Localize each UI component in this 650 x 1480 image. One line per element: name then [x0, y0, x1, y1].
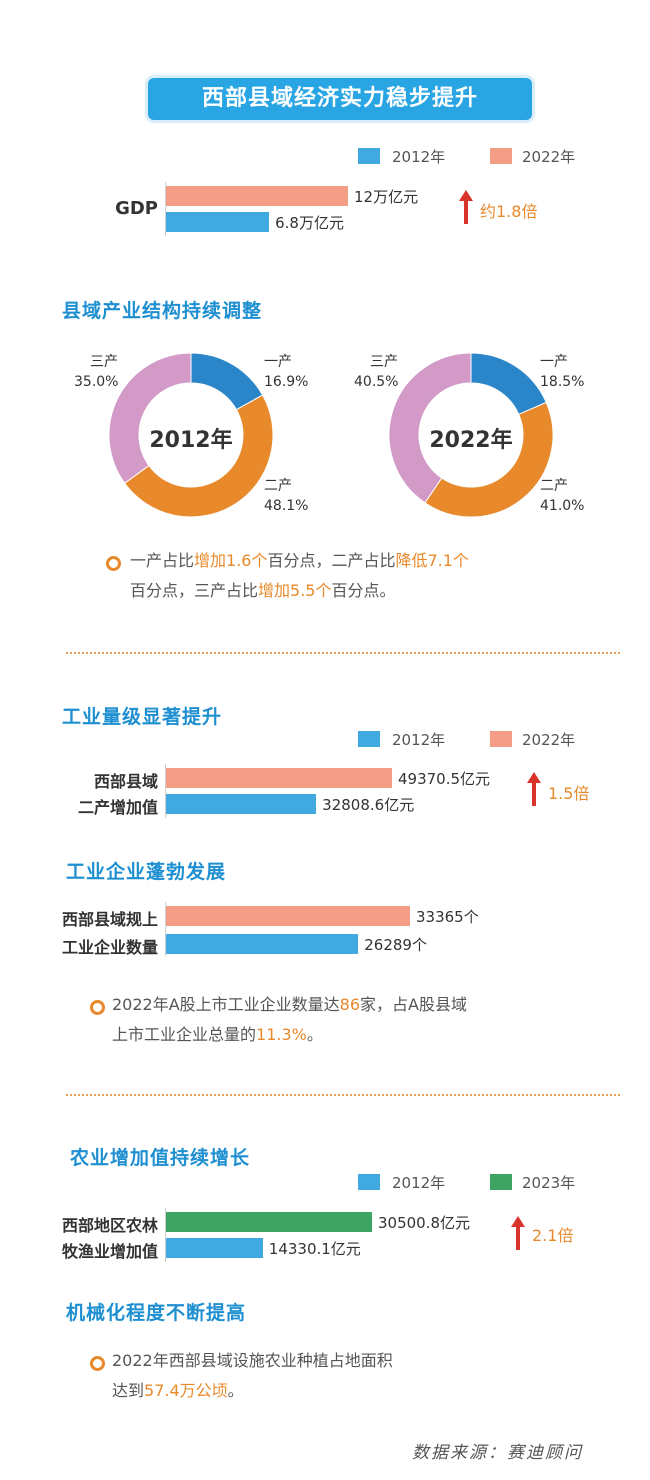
enterprise-note: 2022年A股上市工业企业数量达86家，占A股县域 上市工业企业总量的11.3%。 [112, 995, 467, 1044]
enterprise-value-2012: 26289个 [364, 936, 427, 954]
structure-note: 一产占比增加1.6个百分点，二产占比降低7.1个 百分点，三产占比增加5.5个百分… [130, 551, 469, 600]
legend-swatch-2022 [490, 731, 512, 747]
agri-label-line1: 西部地区农林 [61, 1216, 158, 1235]
title-banner [148, 78, 532, 120]
gdp-growth: 约1.8倍 [480, 202, 538, 221]
pie-2-slice-third [388, 352, 472, 504]
legend-label-2022: 2022年 [522, 731, 576, 749]
enterprise-axis-line [165, 902, 166, 956]
growth-up-arrow-icon [511, 1216, 525, 1250]
legend-label-2023: 2023年 [522, 1174, 576, 1192]
enterprise-label-line2: 工业企业数量 [61, 938, 158, 957]
enterprise-bar-2022 [166, 906, 410, 926]
pie-2012-label-third: 三产 35.0% [74, 354, 119, 390]
agri-axis-line [165, 1208, 166, 1262]
industry-bar-2012 [166, 794, 317, 814]
gdp-label: GDP [115, 198, 158, 219]
agri-value-2023: 30500.8亿元 [378, 1214, 471, 1232]
pie-2012-label-first: 一产 16.9% [264, 354, 309, 390]
agri-bar-2023 [166, 1212, 372, 1232]
structure-title: 县域产业结构持续调整 [62, 300, 263, 322]
data-source: 数据来源：赛迪顾问 [412, 1443, 583, 1463]
gdp-bar-2012 [166, 212, 270, 232]
pie-2012 [108, 352, 274, 518]
industry-label-line1: 西部县域 [93, 772, 158, 791]
pie-1-slice-second [123, 394, 274, 518]
agri-value-2012: 14330.1亿元 [268, 1240, 361, 1258]
enterprise-bar-2012 [166, 934, 359, 954]
pie-2022-center-label: 2022年 [429, 428, 513, 453]
pie-2022 [388, 352, 554, 518]
enterprise-label-line1: 西部县域规上 [61, 910, 158, 929]
growth-up-arrow-icon [527, 772, 541, 806]
agri-label-line2: 牧渔业增加值 [61, 1242, 158, 1261]
industry-label-line2: 二产增加值 [77, 798, 158, 817]
enterprise-title: 工业企业蓬勃发展 [66, 861, 227, 883]
industry-title: 工业量级显著提升 [62, 706, 223, 728]
legend-label-2012: 2012年 [392, 148, 446, 166]
gdp-value-2022: 12万亿元 [354, 188, 419, 206]
legend-swatch-2012 [358, 731, 380, 747]
pie-2012-label-second: 二产 48.1% [264, 478, 309, 514]
legend-swatch-2012 [358, 1174, 380, 1190]
pie-1-slice-third [108, 352, 192, 484]
bullet-icon [90, 1356, 105, 1371]
section-divider [66, 652, 620, 654]
agri-title: 农业增加值持续增长 [70, 1147, 251, 1169]
gdp-bar-2022 [166, 186, 348, 206]
bullet-icon [90, 1000, 105, 1015]
mech-title: 机械化程度不断提高 [66, 1302, 247, 1324]
industry-value-2012: 32808.6亿元 [322, 796, 415, 814]
industry-axis-line [165, 764, 166, 818]
gdp-value-2012: 6.8万亿元 [275, 214, 344, 232]
industry-growth: 1.5倍 [548, 784, 590, 803]
agri-growth: 2.1倍 [532, 1226, 574, 1245]
legend-label-2012: 2012年 [392, 731, 446, 749]
industry-value-2022: 49370.5亿元 [398, 770, 491, 788]
bullet-icon [106, 556, 121, 571]
pie-2-slice-second [424, 401, 554, 518]
legend-label-2012: 2012年 [392, 1174, 446, 1192]
section-divider [66, 1094, 620, 1096]
legend-swatch-2012 [358, 148, 380, 164]
pie-2012-center-label: 2012年 [149, 428, 233, 453]
industry-bar-2022 [166, 768, 392, 788]
legend-swatch-2022 [490, 148, 512, 164]
mech-note: 2022年西部县域设施农业种植占地面积 达到57.4万公顷。 [112, 1351, 393, 1400]
legend-label-2022: 2022年 [522, 148, 576, 166]
growth-up-arrow-icon [459, 190, 473, 224]
pie-2022-label-second: 二产 41.0% [540, 478, 585, 514]
pie-2022-label-third: 三产 40.5% [354, 354, 399, 390]
pie-2022-label-first: 一产 18.5% [540, 354, 585, 390]
enterprise-value-2022: 33365个 [416, 908, 479, 926]
page-title: 西部县域经济实力稳步提升 [201, 86, 478, 111]
legend-swatch-2023 [490, 1174, 512, 1190]
gdp-axis-line [165, 182, 166, 236]
pie-2-slice-first [470, 352, 547, 416]
agri-bar-2012 [166, 1238, 263, 1258]
